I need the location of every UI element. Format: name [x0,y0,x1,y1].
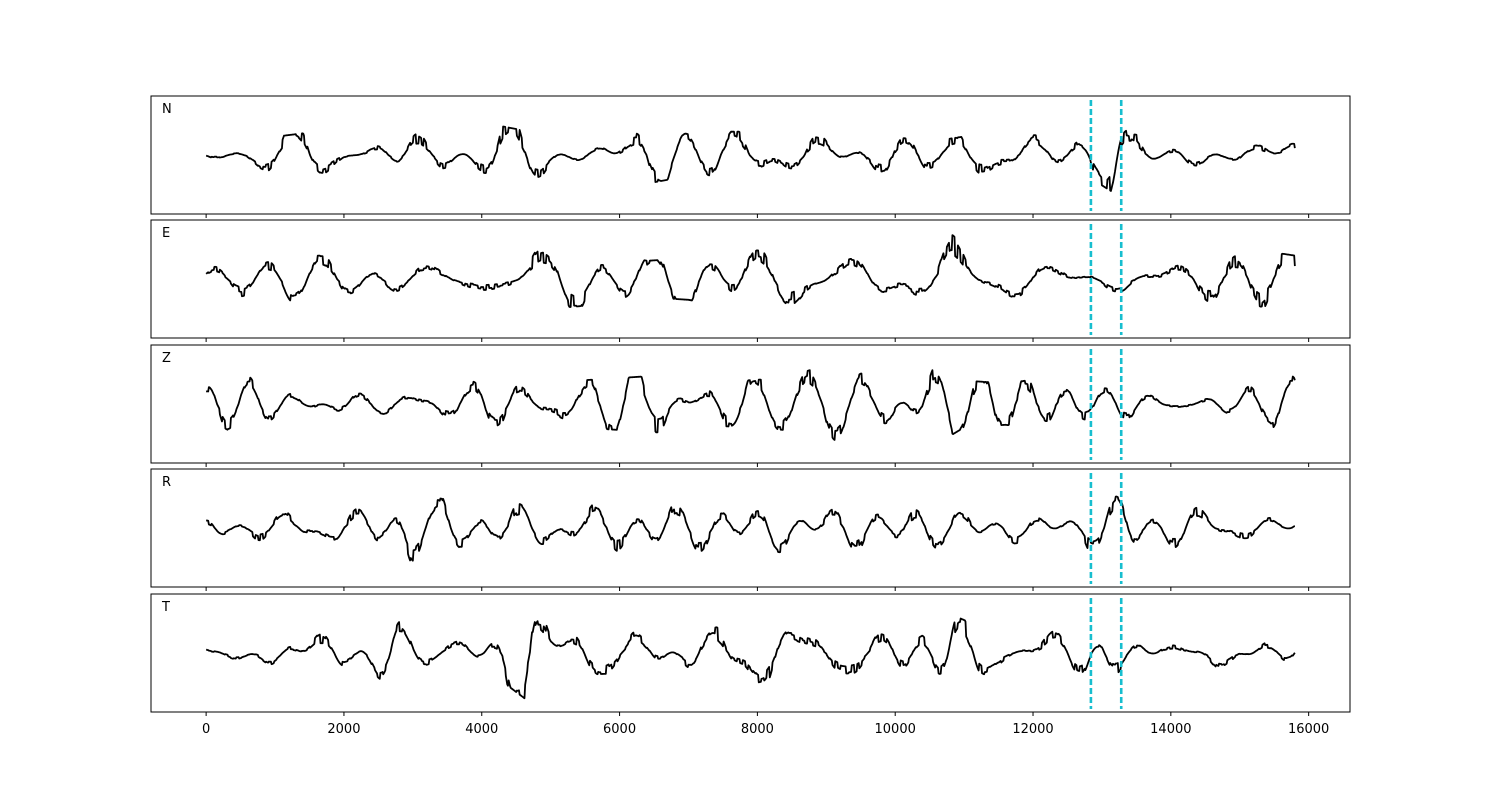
panel-frame [150,468,1351,588]
panel-label-e: E [162,226,170,241]
x-tick-label: 14000 [1150,722,1191,737]
waveform-r [205,495,1296,562]
waveform-n [205,125,1296,192]
panel-frame [150,95,1351,215]
x-tick-label: 4000 [465,722,498,737]
trace-panels: N E Z R T [150,95,1351,716]
panel-frame [150,219,1351,339]
x-axis: 0 2000 4000 6000 8000 10000 12000 14000 16000 [202,722,1329,737]
panel-t: T [150,593,1351,716]
panel-frame [150,593,1351,713]
x-tick-label: 12000 [1012,722,1053,737]
x-tick-label: 8000 [741,722,774,737]
x-tick-label: 6000 [603,722,636,737]
x-tick-label: 16000 [1288,722,1329,737]
panel-z: Z [150,344,1351,467]
x-tick-label: 2000 [327,722,360,737]
waveform-e [205,234,1296,308]
waveform-z [205,369,1296,441]
x-tick-label: 0 [202,722,210,737]
panel-n: N [150,95,1351,218]
x-tick-label: 10000 [875,722,916,737]
panel-frame [150,344,1351,464]
panel-r: R [150,468,1351,591]
panel-label-n: N [162,102,172,117]
waveform-t [205,617,1296,700]
panel-label-z: Z [162,351,171,366]
panel-label-t: T [161,600,170,615]
panel-label-r: R [162,475,171,490]
panel-e: E [150,219,1351,342]
